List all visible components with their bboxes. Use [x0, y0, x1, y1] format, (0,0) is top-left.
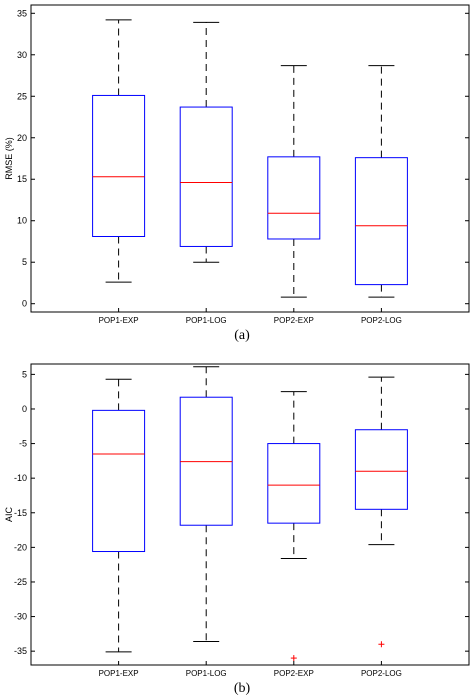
y-tick-label: 35: [17, 8, 27, 18]
axes-frame: [30, 4, 470, 313]
y-tick-label: 30: [17, 50, 27, 60]
y-tick-label: 5: [22, 257, 27, 267]
box-pop2-log: [354, 376, 408, 648]
y-tick-label: -35: [14, 646, 27, 656]
box-pop1-exp: [92, 378, 146, 653]
iqr-box: [179, 106, 233, 247]
iqr-box: [354, 429, 408, 510]
box-pop1-log: [179, 366, 233, 642]
boxplot-panel-b: -35 -30 -25 -20 -15 -10 -5 0 5 AIC POP1-EXP POP1-LO…: [4, 363, 470, 696]
box-pop1-log: [179, 21, 233, 263]
x-tick-label: POP2-EXP: [274, 669, 314, 678]
y-tick-label: -5: [19, 439, 27, 449]
box-pop2-exp: [267, 65, 321, 298]
y-axis-label: RMSE (%): [4, 137, 14, 180]
iqr-box: [267, 156, 321, 240]
box-pop2-log: [354, 65, 408, 298]
iqr-box: [354, 157, 408, 286]
iqr-box: [267, 443, 321, 524]
panel-caption: (b): [234, 681, 251, 696]
y-tick-label: -15: [14, 508, 27, 518]
y-tick-label: -10: [14, 473, 27, 483]
y-tick-label: 10: [17, 216, 27, 226]
y-tick-label: 0: [22, 299, 27, 309]
box-pop2-exp: [267, 391, 321, 662]
axes-frame: [30, 363, 470, 666]
outlier-marker: [290, 655, 297, 662]
iqr-box: [92, 94, 146, 237]
y-tick-label: 0: [22, 404, 27, 414]
y-tick-label: 5: [22, 369, 27, 379]
iqr-box: [92, 409, 146, 553]
panel-caption: (a): [234, 328, 250, 343]
y-tick-label: -25: [14, 577, 27, 587]
boxplot-panel-a: 0 5 10 15 20 25 30 35 RMSE (%) POP1-EXP POP1-LOG PO…: [4, 4, 470, 343]
x-tick-label: POP2-EXP: [274, 316, 314, 325]
y-tick-label: 20: [17, 133, 27, 143]
y-tick-label: -30: [14, 612, 27, 622]
outlier-marker: [378, 641, 385, 648]
x-tick-label: POP1-EXP: [99, 316, 139, 325]
x-tick-label: POP1-EXP: [99, 669, 139, 678]
y-tick-label: 25: [17, 91, 27, 101]
x-tick-label: POP2-LOG: [361, 669, 402, 678]
box-pop1-exp: [92, 19, 146, 283]
x-tick-label: POP1-LOG: [186, 669, 227, 678]
y-axis-label: AIC: [4, 507, 14, 523]
y-tick-label: 15: [17, 174, 27, 184]
x-tick-label: POP2-LOG: [361, 316, 402, 325]
x-tick-label: POP1-LOG: [186, 316, 227, 325]
y-tick-label: -20: [14, 542, 27, 552]
